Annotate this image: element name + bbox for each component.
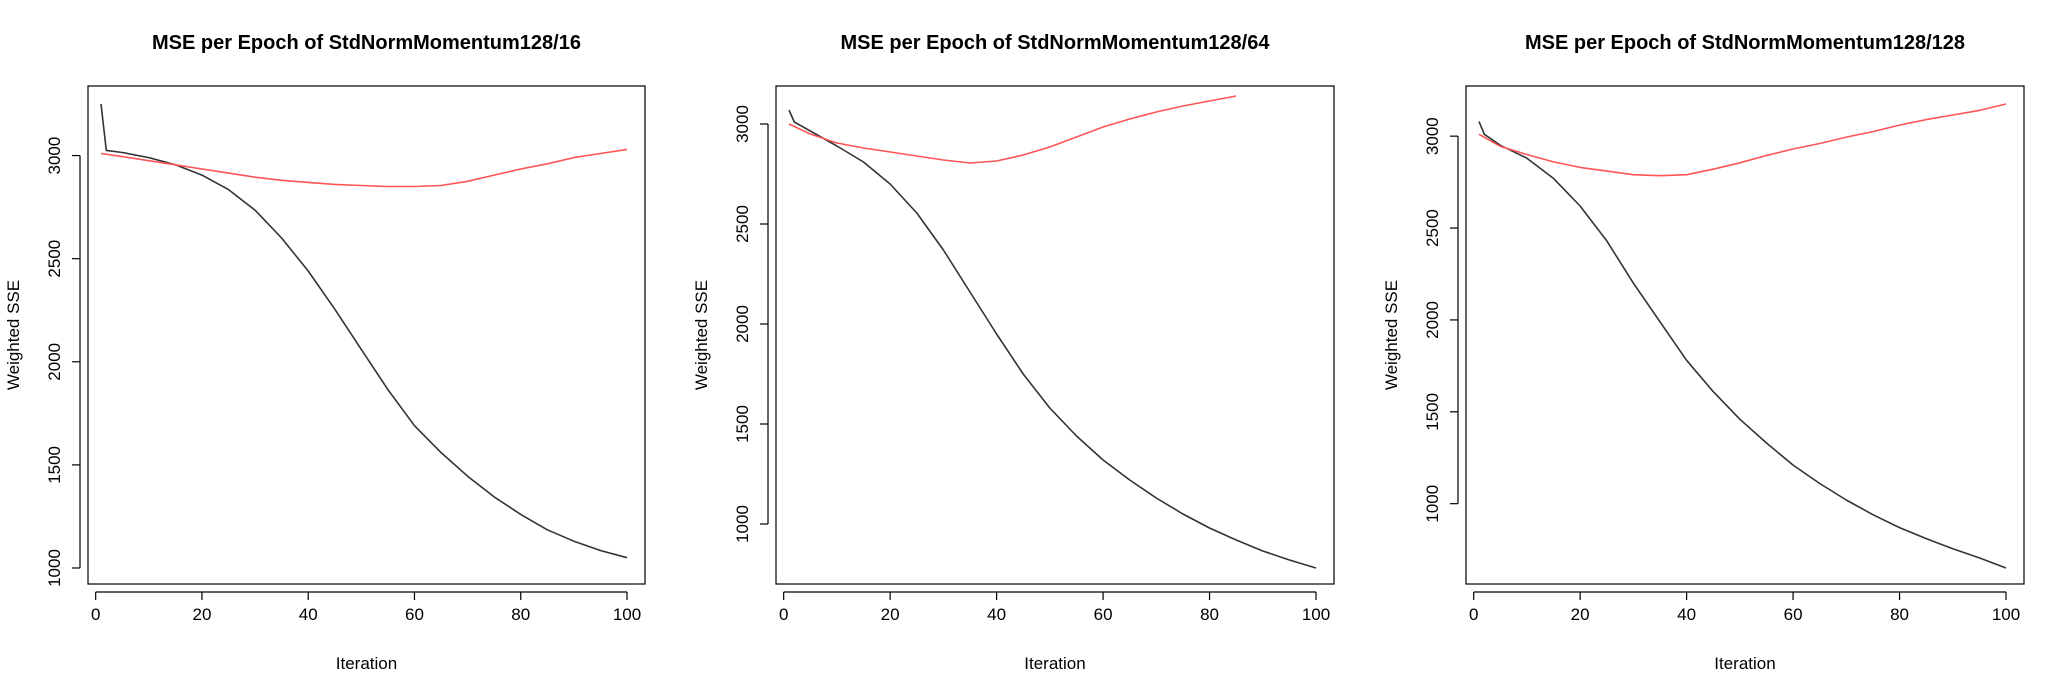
x-tick-label: 80: [511, 605, 530, 624]
y-tick-label: 2000: [1423, 301, 1442, 339]
x-tick-label: 100: [1992, 605, 2020, 624]
series-line-2: [788, 95, 1237, 164]
series-line-1: [1478, 121, 2007, 569]
x-tick-label: 80: [1200, 605, 1219, 624]
chart-title: MSE per Epoch of StdNormMomentum128/128: [1525, 32, 1965, 54]
y-tick-label: 1000: [733, 505, 752, 543]
y-axis-label: Weighted SSE: [4, 280, 23, 390]
y-tick-label: 1500: [45, 446, 64, 484]
y-tick-label: 2500: [45, 240, 64, 278]
y-tick-label: 3000: [45, 137, 64, 175]
x-tick-label: 100: [1302, 605, 1330, 624]
y-tick-label: 2000: [733, 305, 752, 343]
x-tick-label: 60: [1784, 605, 1803, 624]
x-tick-label: 40: [987, 605, 1006, 624]
chart-title: MSE per Epoch of StdNormMomentum128/64: [841, 32, 1271, 54]
series-line-1: [788, 109, 1317, 569]
x-tick-label: 20: [192, 605, 211, 624]
x-tick-label: 60: [1094, 605, 1113, 624]
series-line-1: [100, 103, 628, 559]
y-axis-label: Weighted SSE: [1382, 280, 1401, 390]
y-tick-label: 1000: [1423, 485, 1442, 523]
x-axis-label: Iteration: [1714, 654, 1775, 673]
y-tick-label: 1000: [45, 549, 64, 587]
chart-panel-1: MSE per Epoch of StdNormMomentum128/16 0 2…: [4, 32, 646, 673]
y-tick-label: 1500: [1423, 393, 1442, 431]
x-axis-label: Iteration: [336, 654, 397, 673]
x-tick-label: 40: [1677, 605, 1696, 624]
x-axis-label: Iteration: [1024, 654, 1085, 673]
x-tick-label: 20: [881, 605, 900, 624]
plot-frame: [1465, 85, 2025, 585]
x-tick-label: 0: [91, 605, 100, 624]
y-axis-label: Weighted SSE: [692, 280, 711, 390]
y-tick-label: 3000: [1423, 117, 1442, 155]
x-tick-label: 40: [299, 605, 318, 624]
x-tick-label: 20: [1571, 605, 1590, 624]
series-line-2: [1478, 103, 2007, 177]
y-tick-label: 3000: [733, 105, 752, 143]
chart-title: MSE per Epoch of StdNormMomentum128/16: [152, 32, 581, 54]
y-tick-label: 2500: [1423, 209, 1442, 247]
x-tick-label: 0: [1469, 605, 1478, 624]
x-tick-label: 0: [779, 605, 788, 624]
x-tick-label: 100: [613, 605, 641, 624]
plot-frame: [87, 85, 646, 585]
y-tick-label: 2500: [733, 205, 752, 243]
plot-frame: [775, 85, 1335, 585]
x-tick-label: 80: [1890, 605, 1909, 624]
chart-panel-3: MSE per Epoch of StdNormMomentum128/128 0…: [1382, 32, 2025, 673]
y-tick-label: 2000: [45, 343, 64, 381]
series-line-2: [100, 148, 628, 188]
x-tick-label: 60: [405, 605, 424, 624]
y-tick-label: 1500: [733, 405, 752, 443]
chart-panel-2: MSE per Epoch of StdNormMomentum128/64 0 2…: [692, 32, 1335, 673]
